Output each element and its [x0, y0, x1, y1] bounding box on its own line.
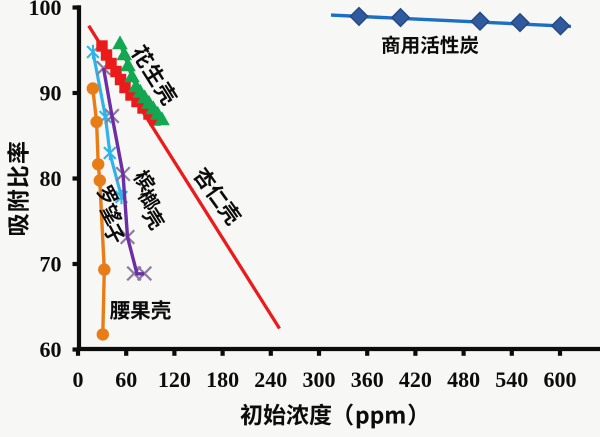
svg-text:100: 100: [29, 0, 62, 20]
svg-text:360: 360: [351, 367, 384, 392]
svg-text:600: 600: [544, 367, 577, 392]
svg-text:70: 70: [40, 251, 62, 276]
svg-text:420: 420: [399, 367, 432, 392]
svg-text:60: 60: [115, 367, 137, 392]
svg-text:0: 0: [73, 367, 84, 392]
svg-text:90: 90: [40, 80, 62, 105]
svg-text:300: 300: [303, 367, 336, 392]
svg-text:60: 60: [40, 337, 62, 362]
svg-text:80: 80: [40, 166, 62, 191]
svg-text:480: 480: [447, 367, 480, 392]
svg-text:240: 240: [254, 367, 287, 392]
svg-text:180: 180: [206, 367, 239, 392]
svg-text:540: 540: [495, 367, 528, 392]
svg-text:120: 120: [158, 367, 191, 392]
